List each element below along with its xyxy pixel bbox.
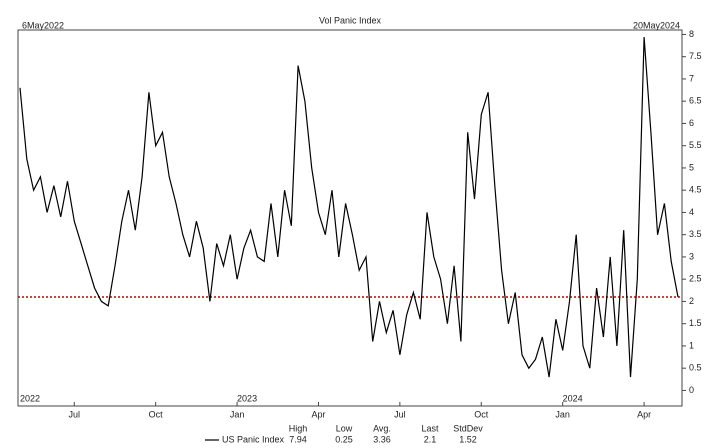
stat-label: StdDev [453,423,483,433]
stat-label: Last [421,423,439,433]
y-tick-label: 7.5 [689,51,702,61]
year-label: 2023 [237,393,257,403]
y-tick-label: 4.5 [689,185,702,195]
y-tick-label: 3 [689,251,694,261]
series-line [19,37,679,378]
y-tick-label: 6.5 [689,96,702,106]
y-tick-label: 1 [689,340,694,350]
end-date: 20May2024 [633,20,680,30]
x-tick-label: Jan [555,409,570,419]
stat-label: High [289,423,308,433]
x-tick-label: Oct [149,409,164,419]
year-label: 2024 [563,393,583,403]
year-label: 2022 [20,393,40,403]
legend-label: US Panic Index [222,434,285,444]
y-tick-label: 4 [689,207,694,217]
x-tick-label: Oct [474,409,489,419]
plot-frame [17,29,683,407]
stat-value: 1.52 [459,434,477,444]
y-tick-label: 0 [689,385,694,395]
stat-value: 3.36 [373,434,391,444]
y-tick-label: 5.5 [689,140,702,150]
stat-value: 0.25 [335,434,353,444]
start-date: 6May2022 [22,20,64,30]
stat-label: Low [336,423,353,433]
x-tick-label: Apr [311,409,325,419]
x-tick-label: Apr [637,409,651,419]
stat-label: Avg. [373,423,391,433]
y-tick-label: 8 [689,29,694,39]
y-tick-label: 0.5 [689,363,702,373]
stat-value: 7.94 [289,434,307,444]
y-tick-label: 2 [689,296,694,306]
x-tick-label: Jul [394,409,406,419]
x-tick-label: Jul [69,409,81,419]
y-tick-label: 7 [689,73,694,83]
y-tick-label: 5 [689,162,694,172]
chart-title: Vol Panic Index [319,15,382,25]
y-tick-label: 6 [689,118,694,128]
y-tick-label: 2.5 [689,274,702,284]
stat-value: 2.1 [424,434,437,444]
x-tick-label: Jan [230,409,245,419]
y-tick-label: 3.5 [689,229,702,239]
y-tick-label: 1.5 [689,318,702,328]
